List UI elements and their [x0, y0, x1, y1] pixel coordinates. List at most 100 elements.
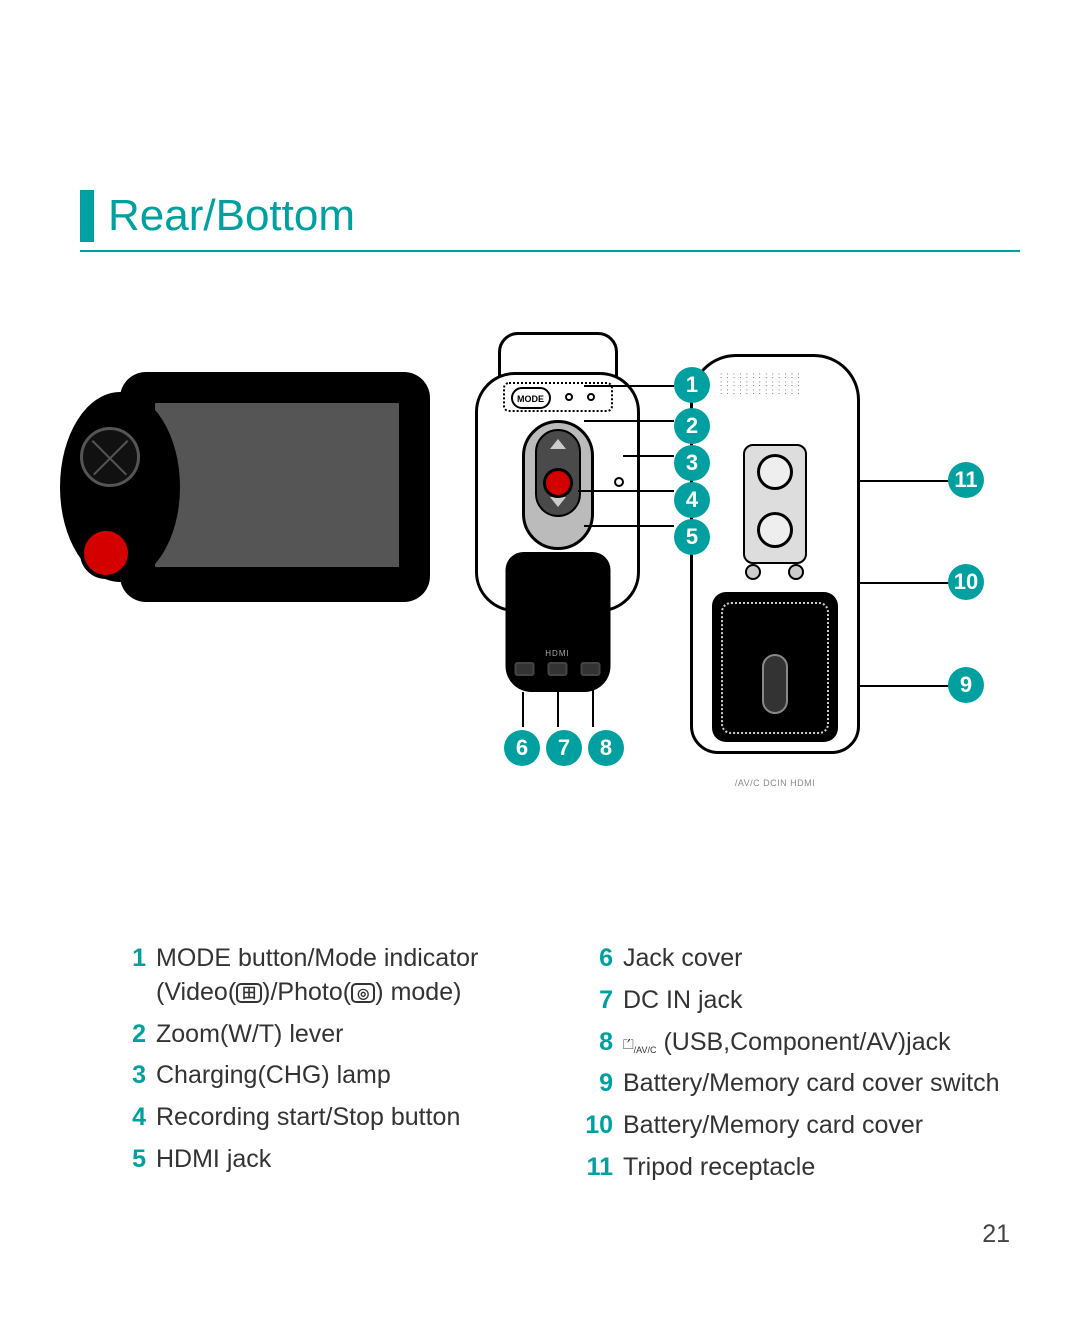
zoom-column — [522, 420, 594, 550]
mode-button-icon: MODE — [511, 387, 551, 409]
photo-mode-led-icon — [587, 393, 595, 401]
callout-number: 7 — [558, 735, 570, 761]
leader-line — [584, 525, 674, 527]
record-button-icon — [80, 527, 132, 579]
leader-line — [860, 685, 950, 687]
legend-text: HDMI jack — [156, 1143, 271, 1177]
legend-item: 8 ⏍/AV/C (USB,Component/AV)jack — [583, 1026, 1020, 1060]
battery-cover-switch-icon — [762, 654, 788, 714]
legend-text: ⏍/AV/C (USB,Component/AV)jack — [623, 1026, 951, 1060]
legend-text: Battery/Memory card cover — [623, 1109, 923, 1143]
manual-page: Rear/Bottom HDMI MODE — [0, 0, 1080, 1329]
legend-number: 3 — [116, 1059, 146, 1093]
usb-av-icon: ⏍/AV/C — [623, 1035, 657, 1056]
callout-1: 1 — [674, 367, 710, 403]
legend-column-right: 6 Jack cover 7 DC IN jack 8 ⏍/AV/C (USB,… — [583, 942, 1020, 1185]
legend-item: 6 Jack cover — [583, 942, 1020, 976]
legend-text: MODE button/Mode indicator (Video(⽥)/Pho… — [156, 942, 478, 1010]
legend-number: 6 — [583, 942, 613, 976]
page-number: 21 — [982, 1220, 1010, 1249]
legend-item: 11 Tripod receptacle — [583, 1151, 1020, 1185]
legend-text: Recording start/Stop button — [156, 1101, 460, 1135]
legend-item: 2 Zoom(W/T) lever — [116, 1018, 553, 1052]
callout-number: 5 — [686, 524, 698, 550]
hdmi-jack-icon — [515, 662, 535, 676]
legend-text: DC IN jack — [623, 984, 742, 1018]
legend-text: Jack cover — [623, 942, 742, 976]
heading-accent-bar — [80, 190, 94, 242]
jack-row — [515, 662, 601, 682]
jack-strip-label: HDMI — [545, 649, 569, 658]
heading-text: Rear/Bottom — [108, 191, 355, 241]
callout-8: 8 — [588, 730, 624, 766]
callout-number: 11 — [954, 467, 977, 493]
legend-column-left: 1 MODE button/Mode indicator (Video(⽥)/P… — [116, 942, 553, 1185]
callout-number: 1 — [686, 372, 698, 398]
legend-number: 9 — [583, 1067, 613, 1101]
legend-item: 1 MODE button/Mode indicator (Video(⽥)/P… — [116, 942, 553, 1010]
dcin-jack-icon — [548, 662, 568, 676]
legend-item: 7 DC IN jack — [583, 984, 1020, 1018]
legend-number: 1 — [116, 942, 146, 976]
leader-line — [592, 688, 594, 727]
leader-line — [860, 582, 950, 584]
legend-text: Battery/Memory card cover switch — [623, 1067, 1000, 1101]
callout-2: 2 — [674, 408, 710, 444]
legend-number: 4 — [116, 1101, 146, 1135]
legend-number: 2 — [116, 1018, 146, 1052]
callout-number: 3 — [686, 450, 698, 476]
legend-text: Zoom(W/T) lever — [156, 1018, 344, 1052]
legend-item: 3 Charging(CHG) lamp — [116, 1059, 553, 1093]
leader-line — [578, 490, 674, 492]
callout-9: 9 — [948, 667, 984, 703]
callout-number: 6 — [516, 735, 528, 761]
callout-5: 5 — [674, 519, 710, 555]
leader-line — [584, 420, 674, 422]
leader-line — [522, 692, 524, 727]
rear-grip-housing: HDMI — [505, 552, 610, 692]
leader-line — [584, 385, 674, 387]
legend-item: 5 HDMI jack — [116, 1143, 553, 1177]
legend-number: 7 — [583, 984, 613, 1018]
legend-number: 5 — [116, 1143, 146, 1177]
record-start-stop-icon — [543, 468, 573, 498]
legend-item: 9 Battery/Memory card cover switch — [583, 1067, 1020, 1101]
tripod-pin-hole-icon — [757, 512, 793, 548]
leader-line — [557, 688, 559, 727]
video-mode-icon: ⽥ — [236, 983, 262, 1003]
callout-10: 10 — [948, 564, 984, 600]
callout-3: 3 — [674, 445, 710, 481]
camcorder-bottom-view: : : : : : : : : : : : : :: : : : : : : :… — [690, 354, 860, 774]
tripod-receptacle-icon — [757, 454, 793, 490]
diagram: HDMI MODE : : : : : : : : : : : : — [90, 322, 1010, 822]
video-mode-led-icon — [565, 393, 573, 401]
legend-text: Charging(CHG) lamp — [156, 1059, 391, 1093]
callout-number: 4 — [686, 487, 698, 513]
screw-icon — [745, 564, 761, 580]
callout-number: 2 — [686, 413, 698, 439]
legend-item: 4 Recording start/Stop button — [116, 1101, 553, 1135]
section-heading: Rear/Bottom — [80, 190, 1020, 252]
legend-item: 10 Battery/Memory card cover — [583, 1109, 1020, 1143]
callout-number: 9 — [960, 672, 972, 698]
lcd-screen — [152, 400, 402, 570]
legend-number: 8 — [583, 1026, 613, 1060]
callout-number: 8 — [600, 735, 612, 761]
legend-number: 11 — [583, 1151, 613, 1185]
callout-number: 10 — [954, 569, 978, 595]
bottom-port-labels: /AV/C DCIN HDMI — [735, 778, 815, 788]
usb-av-jack-icon — [581, 662, 601, 676]
callout-6: 6 — [504, 730, 540, 766]
legend-number: 10 — [583, 1109, 613, 1143]
legend-text: Tripod receptacle — [623, 1151, 815, 1185]
leader-line — [860, 480, 950, 482]
callout-11: 11 — [948, 462, 984, 498]
legend: 1 MODE button/Mode indicator (Video(⽥)/P… — [80, 942, 1020, 1185]
leader-line — [623, 455, 674, 457]
charging-lamp-icon — [614, 477, 624, 487]
speaker-grill-icon: : : : : : : : : : : : : :: : : : : : : :… — [720, 372, 830, 402]
camcorder-lcd-assembly — [60, 372, 430, 617]
screw-icon — [788, 564, 804, 580]
callout-7: 7 — [546, 730, 582, 766]
photo-mode-icon: ◎ — [351, 983, 375, 1003]
